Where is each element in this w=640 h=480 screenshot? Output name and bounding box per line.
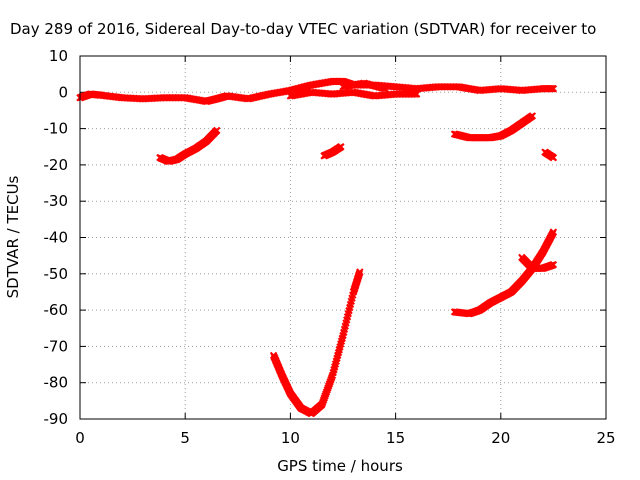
x-tick-label: 10	[281, 429, 300, 447]
y-tick-label: -70	[44, 337, 69, 355]
x-tick-label: 25	[596, 429, 615, 447]
plot-frame	[79, 55, 607, 420]
y-axis-label: SDTVAR / TECUs	[4, 175, 22, 298]
data-point	[337, 143, 345, 151]
series-arc-f	[450, 228, 558, 318]
x-tick-label: 15	[386, 429, 405, 447]
y-tick-label: 0	[58, 83, 68, 101]
y-tick-label: -20	[44, 156, 69, 174]
y-tick-label: -50	[44, 265, 69, 283]
series-band-0b	[286, 88, 421, 100]
data-point	[528, 112, 537, 120]
y-tick-label: -10	[44, 120, 69, 138]
series-arc-c	[450, 112, 537, 142]
data-point	[549, 228, 558, 236]
series-band-0	[76, 77, 558, 106]
chart-title: Day 289 of 2016, Sidereal Day-to-day VTE…	[10, 20, 596, 38]
data-point	[549, 84, 558, 93]
data-point	[356, 268, 364, 276]
data-point	[381, 84, 389, 93]
axis-ticks: 0 5 10 15 20 25 10 0 -10 -20 -30 -40 -50 -60 -70 -80 -90	[44, 47, 616, 447]
x-axis-label: GPS time / hours	[277, 457, 403, 475]
data-point	[549, 153, 558, 162]
series-band-0c	[339, 79, 389, 93]
y-tick-label: -60	[44, 301, 69, 319]
data-point	[213, 126, 221, 135]
data-point	[411, 90, 419, 98]
data-point	[412, 90, 421, 98]
x-tick-label: 20	[491, 429, 510, 447]
series-arc-d	[541, 148, 558, 162]
x-tick-label: 5	[180, 429, 190, 447]
series-arc-g	[518, 253, 558, 273]
series-arc-a	[156, 126, 221, 165]
y-tick-label: -80	[44, 374, 69, 392]
y-tick-label: -40	[44, 229, 69, 247]
y-tick-label: -90	[44, 410, 69, 428]
y-tick-label: 10	[49, 47, 68, 65]
series-arc-b	[320, 143, 345, 160]
data-point	[549, 261, 558, 269]
data-points	[76, 77, 558, 418]
x-tick-label: 0	[75, 429, 85, 447]
grid-lines	[80, 56, 606, 419]
y-tick-label: -30	[44, 192, 69, 210]
series-arc-e	[269, 268, 364, 418]
